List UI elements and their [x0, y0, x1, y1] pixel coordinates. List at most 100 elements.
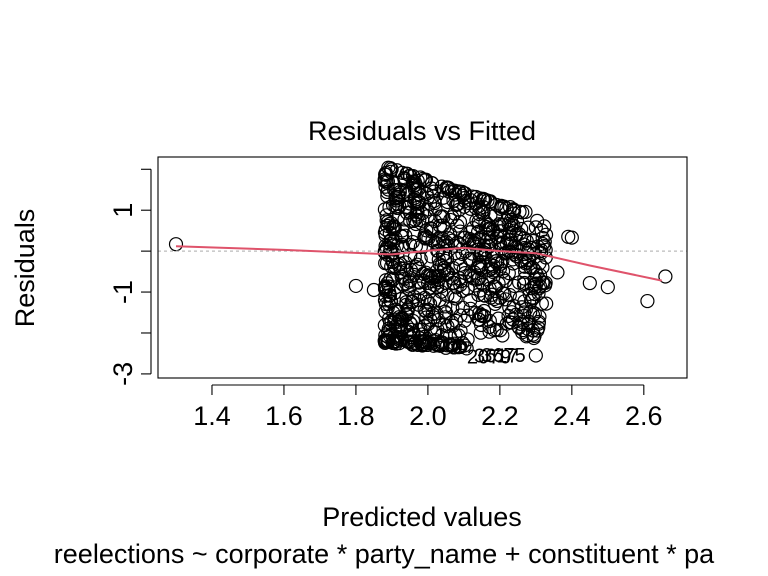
residual-point: [416, 273, 431, 289]
residual-point: [550, 265, 565, 280]
residual-point: [520, 327, 535, 343]
residual-point: [430, 279, 445, 294]
residual-point: [383, 161, 398, 176]
residual-point: [468, 305, 483, 321]
residual-point: [411, 261, 427, 276]
residual-point: [422, 296, 438, 312]
residual-point: [366, 282, 382, 298]
residual-point: [416, 337, 431, 352]
residual-point: [449, 280, 464, 295]
residual-point: [488, 296, 503, 311]
residual-point: [481, 263, 496, 278]
outlier-label: 2079: [467, 347, 512, 369]
plot-frame: [157, 156, 688, 379]
residual-point: [477, 245, 492, 260]
residual-point: [506, 202, 521, 217]
y-axis-label: Residuals: [10, 209, 40, 328]
residual-point: [463, 293, 478, 308]
lowess-smooth-line: [175, 245, 663, 282]
residual-point: [490, 253, 505, 268]
residual-point: [413, 287, 428, 302]
x-tick-label: 1.4: [193, 401, 231, 431]
residual-point: [388, 231, 403, 246]
residual-point: [426, 338, 441, 353]
residual-point: [482, 313, 497, 329]
residual-point: [512, 204, 527, 219]
residual-point: [473, 257, 488, 273]
chart-title: Residuals vs Fitted: [308, 116, 536, 146]
residual-point: [412, 212, 427, 228]
residual-point: [403, 317, 419, 332]
residual-point: [447, 289, 462, 304]
residual-point: [582, 275, 597, 291]
residual-point: [463, 225, 478, 240]
axes: 1.4 1.6 1.8 2.0 2.2 2.4 2.6 -3 -1 1: [108, 168, 663, 431]
residual-point: [532, 272, 547, 287]
residual-point: [475, 277, 491, 292]
residual-point: [600, 280, 615, 295]
residual-point: [451, 184, 466, 199]
residual-point: [380, 184, 395, 200]
residual-point: [481, 217, 496, 233]
residual-point: [409, 257, 425, 272]
residual-point: [384, 162, 399, 177]
residual-point: [486, 263, 502, 278]
residual-point: [530, 323, 545, 338]
residual-point: [430, 275, 445, 290]
residual-point: [168, 237, 184, 252]
residual-point: [387, 259, 403, 274]
residual-point: [415, 171, 430, 187]
residual-point: [463, 301, 478, 316]
residual-point: [405, 169, 421, 184]
x-axis-label: Predicted values: [322, 502, 522, 532]
residual-point: [406, 226, 421, 241]
residual-point: [473, 325, 488, 340]
residual-point: [564, 230, 579, 245]
residual-point: [532, 256, 547, 271]
residual-point: [658, 269, 673, 284]
residual-point: [518, 302, 533, 317]
residual-point: [495, 200, 510, 215]
residual-point: [480, 238, 496, 253]
residual-point: [420, 337, 435, 353]
residual-point: [445, 210, 460, 225]
residual-point: [503, 232, 518, 248]
residual-point: [528, 264, 543, 279]
residual-point: [413, 170, 428, 185]
residual-point: [434, 284, 449, 299]
residual-point: [391, 209, 406, 225]
residual-point: [531, 314, 547, 329]
residual-point: [451, 338, 467, 354]
residual-point: [538, 227, 554, 242]
residual-point: [467, 278, 483, 293]
residual-point: [382, 284, 397, 299]
residual-point: [448, 246, 463, 261]
residual-point: [487, 279, 502, 294]
residual-point: [524, 293, 539, 308]
y-tick-label: 1: [108, 203, 138, 218]
x-tick-label: 2.0: [409, 401, 447, 431]
residual-point: [452, 224, 468, 239]
residual-point: [507, 278, 522, 294]
residual-point: [378, 256, 393, 271]
residual-point: [490, 219, 505, 234]
residual-point: [470, 272, 485, 287]
x-tick-label: 1.6: [265, 401, 303, 431]
residual-point: [387, 182, 402, 198]
residual-point: [389, 163, 404, 178]
residual-point: [407, 183, 423, 198]
residual-point: [504, 315, 519, 330]
residual-point: [481, 230, 496, 245]
residual-point: [403, 334, 418, 349]
residual-point: [453, 277, 468, 293]
residual-point: [408, 212, 423, 227]
residual-point: [411, 297, 426, 312]
residual-point: [529, 276, 544, 291]
residual-point: [472, 312, 487, 327]
residual-point: [420, 294, 435, 309]
residual-point: [445, 318, 461, 333]
residual-point: [440, 338, 455, 353]
residual-point: [412, 281, 427, 296]
